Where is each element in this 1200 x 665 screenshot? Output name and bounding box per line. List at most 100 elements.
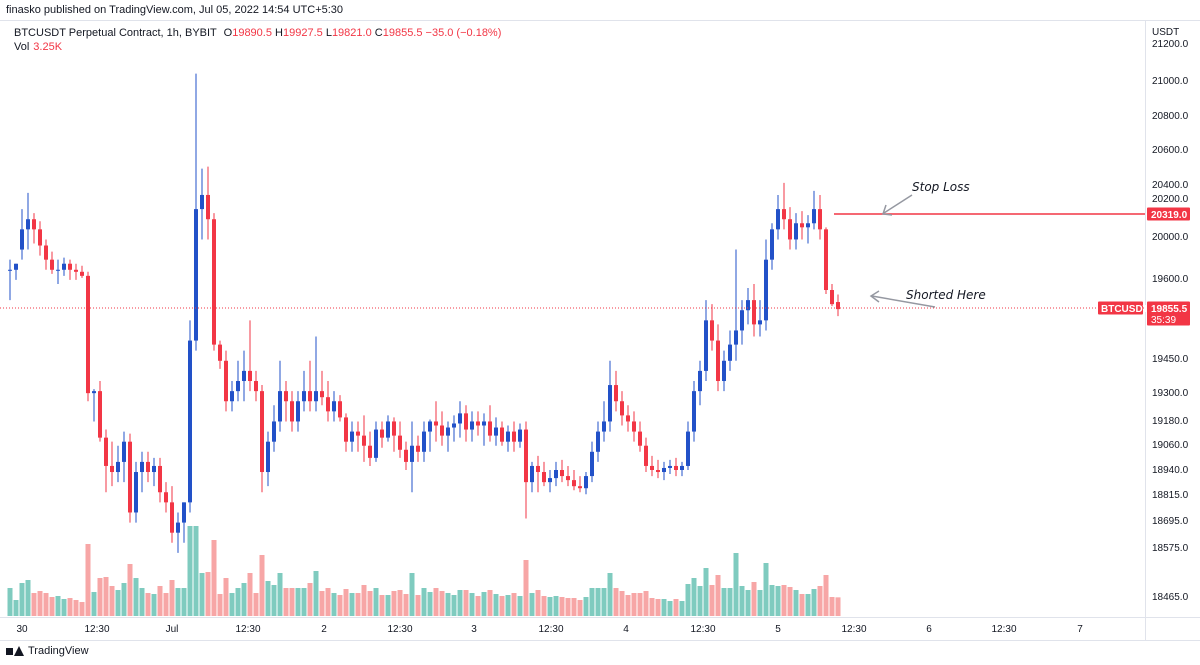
volume-bar — [115, 590, 121, 616]
volume-bar — [643, 591, 649, 616]
candle-body — [716, 340, 720, 382]
candle-body — [416, 445, 420, 452]
volume-bar — [487, 590, 493, 616]
candle-body — [626, 415, 630, 422]
volume-bar — [7, 588, 13, 616]
candle-body — [410, 445, 414, 462]
volume-bar — [469, 593, 475, 616]
volume-bar — [673, 599, 679, 616]
candle-body — [608, 385, 612, 422]
symbol-tag-text: BTCUSDT — [1101, 304, 1149, 315]
high-value: 19927.5 — [282, 27, 323, 39]
stop-price-tag: 20319.0 — [1147, 207, 1190, 221]
volume-bar — [463, 590, 469, 616]
time-tick-label: 12:30 — [84, 624, 109, 635]
time-tick-label: 3 — [471, 624, 477, 635]
candle-body — [284, 391, 288, 402]
time-tick-label: 12:30 — [235, 624, 260, 635]
candle-body — [320, 391, 324, 398]
candle-body — [386, 421, 390, 438]
volume-bar — [481, 592, 487, 616]
price-tick-label: 19180.0 — [1152, 416, 1189, 427]
candle-body — [734, 330, 738, 345]
volume-bar — [265, 581, 271, 616]
time-axis[interactable]: 30 12:30 Jul 12:30 2 12:30 3 12:30 4 12:30 5 12:30 6… — [16, 624, 1083, 635]
volume-bar — [511, 593, 517, 616]
volume-bar — [241, 583, 247, 616]
candle-body — [92, 391, 96, 394]
volume-bar — [277, 573, 283, 616]
shorted-here-note[interactable]: Shorted Here — [906, 288, 986, 302]
candle-body — [440, 425, 444, 436]
candle-body — [656, 470, 660, 473]
volume-bar — [595, 588, 601, 616]
candle-body — [512, 431, 516, 442]
price-tick-label: 20400.0 — [1152, 180, 1189, 191]
symbol-price-tag: BTCUSDT 19855.5 35:39 — [1098, 301, 1190, 326]
volume-bar — [505, 595, 511, 616]
candle-body — [158, 465, 162, 493]
volume-bar — [229, 593, 235, 616]
volume-bar — [541, 596, 547, 616]
volume-bar — [289, 588, 295, 616]
volume-bar — [61, 599, 67, 616]
volume-bar — [217, 594, 223, 616]
candle-body — [8, 269, 12, 271]
volume-bar — [751, 582, 757, 616]
price-axis[interactable]: 21200.0 21000.0 20800.0 20600.0 20400.0 20200… — [1152, 39, 1189, 603]
volume-bar — [607, 573, 613, 616]
volume-bar — [523, 560, 529, 616]
candle-body — [176, 522, 180, 533]
volume-bar — [631, 593, 637, 616]
price-axis-currency: USDT — [1152, 27, 1179, 38]
volume-bar — [169, 580, 175, 616]
volume-bar — [829, 597, 835, 616]
low-value: 19821.0 — [331, 27, 372, 39]
volume-bar — [697, 586, 703, 616]
chart-legend: BTCUSDT Perpetual Contract, 1h, BYBIT O1… — [14, 26, 501, 54]
volume-bar — [433, 588, 439, 616]
candle-body — [470, 421, 474, 430]
volume-bar — [163, 593, 169, 616]
candle-body — [242, 370, 246, 382]
candle-body — [146, 461, 150, 473]
candle-body — [548, 478, 552, 483]
candle-body — [776, 209, 780, 230]
countdown-text: 35:39 — [1151, 315, 1176, 326]
candle-body — [230, 391, 234, 402]
candle-body — [404, 449, 408, 462]
candle-body — [74, 269, 78, 272]
volume-bar — [565, 598, 571, 616]
candle-body — [32, 219, 36, 230]
stop-loss-note[interactable]: Stop Loss — [912, 180, 970, 194]
candle-body — [434, 421, 438, 426]
volume-bar — [655, 599, 661, 616]
symbol-title[interactable]: BTCUSDT Perpetual Contract, 1h, BYBIT — [14, 27, 217, 39]
stop-loss-arrow[interactable] — [881, 194, 913, 216]
candle-body — [116, 461, 120, 473]
shorted-here-arrow[interactable] — [869, 290, 936, 308]
candle-body — [296, 401, 300, 422]
candle-body — [368, 445, 372, 458]
candle-body — [380, 429, 384, 438]
volume-bar — [817, 586, 823, 616]
candle-body — [482, 421, 486, 426]
volume-bar — [313, 571, 319, 616]
candle-body — [554, 470, 558, 479]
candle-body — [812, 209, 816, 224]
volume-bar — [145, 593, 151, 616]
candle-body — [14, 263, 18, 270]
volume-bar — [709, 585, 715, 616]
time-tick-label: 12:30 — [690, 624, 715, 635]
time-tick-label: 4 — [623, 624, 629, 635]
last-price-tag-text: 19855.5 — [1151, 304, 1188, 315]
candle-body — [446, 427, 450, 436]
change-value: −35.0 (−0.18%) — [425, 27, 502, 39]
volume-bar — [55, 596, 61, 616]
candle-body — [206, 194, 210, 220]
candle-body — [218, 344, 222, 361]
candle-body — [356, 431, 360, 436]
candle-body — [644, 445, 648, 466]
volume-bar — [13, 600, 19, 616]
